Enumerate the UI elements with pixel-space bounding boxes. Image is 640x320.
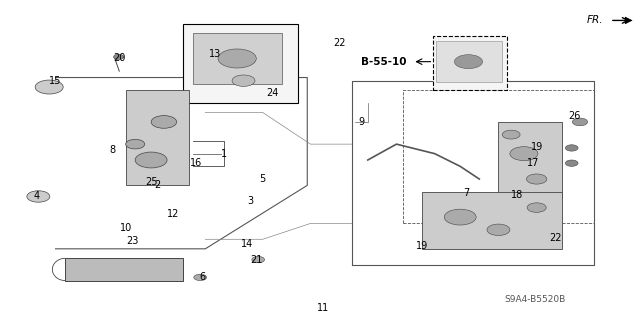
Text: 14: 14 [241, 239, 253, 249]
Circle shape [135, 152, 167, 168]
Circle shape [125, 140, 145, 149]
Text: 20: 20 [113, 53, 125, 63]
Circle shape [510, 147, 538, 161]
Bar [183, 24, 298, 103]
Text: 24: 24 [266, 88, 278, 98]
Text: 11: 11 [317, 302, 330, 313]
Text: 7: 7 [463, 188, 470, 198]
Text: 23: 23 [126, 236, 138, 246]
Circle shape [572, 118, 588, 126]
Circle shape [151, 116, 177, 128]
Text: 25: 25 [145, 177, 157, 187]
Text: 10: 10 [120, 223, 132, 233]
Polygon shape [65, 258, 183, 281]
Text: 9: 9 [358, 117, 365, 127]
Text: 4: 4 [33, 191, 40, 202]
Text: 22: 22 [550, 233, 562, 243]
Text: 8: 8 [110, 146, 116, 156]
Circle shape [194, 274, 207, 281]
Circle shape [444, 209, 476, 225]
Text: 26: 26 [569, 111, 581, 121]
Circle shape [487, 224, 510, 236]
Text: 16: 16 [189, 158, 202, 168]
Text: 19: 19 [416, 241, 428, 251]
Text: FR.: FR. [587, 15, 604, 25]
Text: 22: 22 [333, 38, 346, 48]
Polygon shape [499, 122, 562, 198]
Text: S9A4-B5520B: S9A4-B5520B [504, 295, 565, 304]
Circle shape [232, 75, 255, 86]
Circle shape [565, 145, 578, 151]
Circle shape [527, 174, 547, 184]
Circle shape [218, 49, 256, 68]
Polygon shape [125, 90, 189, 185]
Polygon shape [193, 33, 282, 84]
Text: 18: 18 [511, 190, 524, 200]
Bar [433, 36, 507, 90]
Text: 21: 21 [250, 255, 262, 265]
Circle shape [527, 203, 546, 212]
Circle shape [252, 256, 264, 263]
Circle shape [454, 55, 483, 68]
Circle shape [502, 130, 520, 139]
Text: 3: 3 [247, 196, 253, 206]
Text: 2: 2 [154, 180, 161, 190]
Text: 1: 1 [221, 149, 227, 159]
Polygon shape [422, 192, 562, 249]
Circle shape [35, 80, 63, 94]
Text: 6: 6 [199, 272, 205, 282]
Text: 15: 15 [49, 76, 61, 86]
Circle shape [113, 54, 124, 60]
Circle shape [27, 191, 50, 202]
Circle shape [565, 160, 578, 166]
Text: 17: 17 [527, 158, 540, 168]
Text: 5: 5 [260, 174, 266, 184]
Text: 19: 19 [531, 142, 543, 152]
Text: 12: 12 [167, 209, 180, 219]
Text: 13: 13 [209, 49, 221, 59]
Polygon shape [436, 41, 502, 82]
Text: B-55-10: B-55-10 [360, 57, 406, 67]
